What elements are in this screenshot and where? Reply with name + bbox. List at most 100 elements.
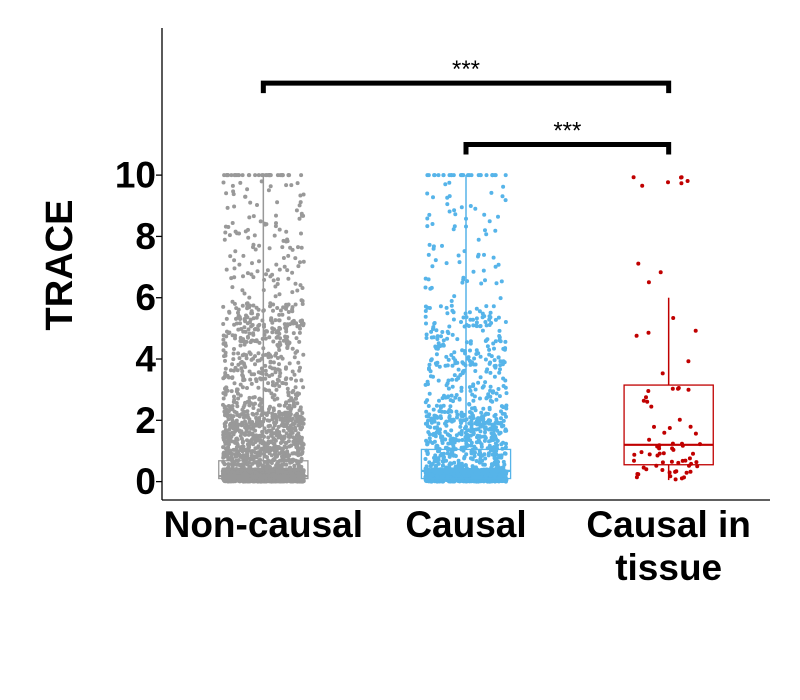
data-point — [440, 434, 445, 439]
data-point — [425, 216, 430, 221]
data-point — [253, 247, 258, 252]
data-point — [272, 415, 277, 420]
data-point — [242, 403, 247, 408]
data-point — [288, 460, 293, 465]
data-point — [252, 450, 257, 455]
data-point — [431, 335, 436, 340]
data-point — [271, 436, 276, 441]
data-point — [274, 418, 279, 423]
data-point — [255, 312, 260, 317]
data-point — [444, 423, 449, 428]
data-point — [254, 305, 259, 310]
data-point — [429, 357, 434, 362]
data-point — [447, 324, 452, 329]
data-point — [430, 264, 435, 269]
data-point — [241, 415, 246, 420]
data-point — [238, 180, 243, 185]
data-point — [236, 396, 241, 401]
data-point — [251, 395, 256, 400]
data-point — [503, 320, 508, 324]
data-point — [301, 352, 306, 357]
data-point — [451, 227, 456, 232]
data-point — [263, 329, 268, 334]
data-point — [483, 278, 487, 283]
data-point — [433, 464, 438, 469]
data-point — [443, 182, 448, 187]
data-point — [445, 336, 450, 341]
data-point — [478, 354, 483, 359]
data-point — [232, 204, 237, 209]
data-point — [281, 338, 286, 343]
data-point — [459, 430, 464, 435]
data-point — [456, 253, 461, 258]
data-point — [242, 377, 247, 382]
data-point — [224, 267, 229, 272]
data-point — [452, 294, 457, 299]
data-point — [242, 325, 247, 330]
data-point — [478, 396, 482, 401]
data-point — [243, 194, 248, 199]
data-point — [461, 369, 466, 374]
data-point — [245, 462, 250, 467]
data-point — [268, 446, 273, 450]
data-point — [471, 398, 476, 403]
data-point — [285, 454, 290, 459]
data-point — [425, 191, 430, 196]
data-point — [434, 459, 438, 464]
data-point — [264, 272, 268, 277]
data-point — [494, 452, 499, 457]
data-point — [245, 386, 249, 390]
data-point — [252, 422, 257, 427]
data-point — [278, 342, 283, 347]
data-point — [221, 337, 226, 342]
data-point — [493, 365, 498, 370]
data-point — [281, 469, 285, 474]
data-point — [450, 377, 455, 382]
data-point — [227, 439, 232, 444]
data-point — [266, 188, 271, 193]
data-point — [232, 258, 237, 263]
data-point — [232, 275, 237, 280]
data-point — [286, 340, 291, 345]
data-point — [459, 205, 464, 210]
data-point — [297, 203, 302, 208]
data-point — [488, 426, 493, 431]
data-point — [252, 327, 257, 332]
data-point — [226, 409, 231, 414]
data-point — [499, 404, 504, 409]
data-point — [473, 206, 478, 211]
data-point — [277, 412, 282, 417]
data-point — [229, 469, 234, 474]
data-point — [424, 464, 429, 469]
data-point — [296, 463, 301, 468]
data-point — [249, 426, 253, 431]
data-point — [459, 418, 464, 423]
data-point — [442, 410, 447, 414]
data-point — [297, 368, 302, 373]
data-point — [297, 471, 302, 476]
data-point — [234, 454, 239, 459]
data-point — [449, 353, 454, 357]
data-point — [232, 173, 237, 178]
data-point — [497, 431, 502, 436]
data-point — [448, 398, 453, 403]
data-point — [251, 332, 256, 337]
data-point — [474, 323, 479, 328]
data-point — [275, 306, 280, 310]
data-point — [441, 463, 445, 468]
data-point — [491, 304, 496, 309]
data-point — [287, 361, 292, 366]
data-point — [266, 424, 271, 429]
data-point — [488, 438, 493, 443]
data-point — [297, 434, 302, 439]
data-point — [246, 432, 251, 437]
data-point — [282, 403, 287, 408]
data-point — [222, 439, 227, 444]
data-point — [461, 173, 466, 178]
data-point — [241, 462, 246, 467]
data-point — [251, 456, 256, 461]
data-point — [280, 412, 285, 416]
data-point — [290, 422, 295, 427]
data-point — [270, 468, 275, 473]
